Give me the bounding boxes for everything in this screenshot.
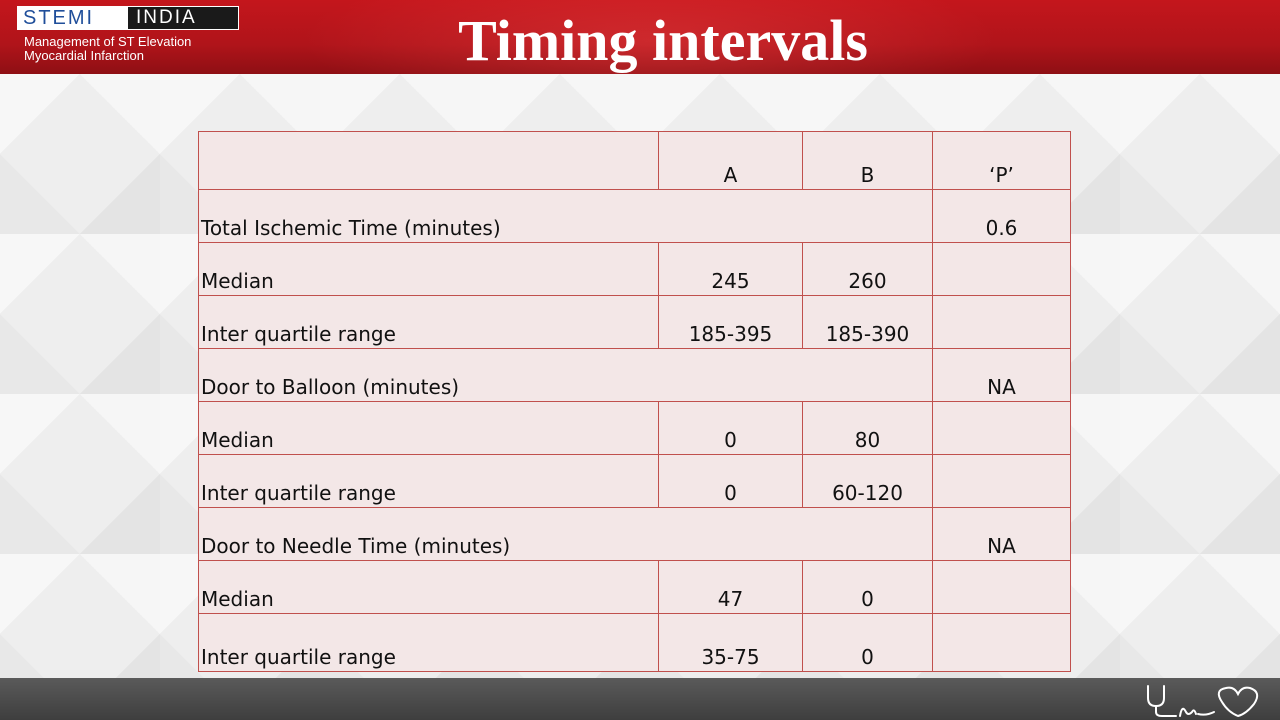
header-cell-b: B bbox=[802, 131, 933, 190]
table-section-row: Door to Balloon (minutes) NA bbox=[198, 348, 1071, 402]
logo-subtitle-line2: Myocardial Infarction bbox=[24, 48, 144, 63]
logo-india-text: INDIA bbox=[127, 6, 239, 30]
section-label-cell: Door to Balloon (minutes) bbox=[198, 348, 933, 402]
header-glow bbox=[300, 0, 1000, 74]
p-value-cell bbox=[932, 401, 1071, 455]
row-label-cell: Median bbox=[198, 560, 659, 614]
table-section-row: Total Ischemic Time (minutes) 0.6 bbox=[198, 189, 1071, 243]
table-row: Inter quartile range 185-395 185-390 bbox=[198, 295, 1071, 349]
logo-stemi-text: STEMI bbox=[17, 6, 127, 30]
header-cell-p: ‘P’ bbox=[932, 131, 1071, 190]
row-label-cell: Inter quartile range bbox=[198, 613, 659, 672]
value-a-cell: 47 bbox=[658, 560, 803, 614]
section-label-cell: Door to Needle Time (minutes) bbox=[198, 507, 933, 561]
row-label-cell: Inter quartile range bbox=[198, 295, 659, 349]
header-cell-label bbox=[198, 131, 659, 190]
p-value-cell bbox=[932, 295, 1071, 349]
p-value-cell: NA bbox=[932, 507, 1071, 561]
header-cell-a: A bbox=[658, 131, 803, 190]
section-label-cell: Total Ischemic Time (minutes) bbox=[198, 189, 933, 243]
stethoscope-heart-icon bbox=[1147, 685, 1259, 718]
row-label-cell: Median bbox=[198, 242, 659, 296]
value-b-cell: 80 bbox=[802, 401, 933, 455]
value-a-cell: 35-75 bbox=[658, 613, 803, 672]
table-header-row: A B ‘P’ bbox=[198, 131, 1071, 190]
p-value-cell bbox=[932, 242, 1071, 296]
p-value-cell: 0.6 bbox=[932, 189, 1071, 243]
value-a-cell: 245 bbox=[658, 242, 803, 296]
table-body: A B ‘P’ Total Ischemic Time (minutes) 0.6… bbox=[198, 131, 1071, 672]
row-label-cell: Median bbox=[198, 401, 659, 455]
logo-subtitle: Management of ST Elevation Myocardial In… bbox=[24, 35, 191, 63]
stemi-india-logo: STEMI INDIA bbox=[17, 6, 239, 30]
value-b-cell: 60-120 bbox=[802, 454, 933, 508]
table-row: Inter quartile range 35-75 0 bbox=[198, 613, 1071, 672]
footer-bar bbox=[0, 678, 1280, 720]
value-b-cell: 0 bbox=[802, 560, 933, 614]
table-row: Median 0 80 bbox=[198, 401, 1071, 455]
p-value-cell bbox=[932, 613, 1071, 672]
p-value-cell: NA bbox=[932, 348, 1071, 402]
value-b-cell: 0 bbox=[802, 613, 933, 672]
value-b-cell: 260 bbox=[802, 242, 933, 296]
value-a-cell: 185-395 bbox=[658, 295, 803, 349]
table-row: Inter quartile range 0 60-120 bbox=[198, 454, 1071, 508]
logo-subtitle-line1: Management of ST Elevation bbox=[24, 34, 192, 49]
p-value-cell bbox=[932, 560, 1071, 614]
header-bar: STEMI INDIA Management of ST Elevation M… bbox=[0, 0, 1280, 74]
row-label-cell: Inter quartile range bbox=[198, 454, 659, 508]
table-row: Median 245 260 bbox=[198, 242, 1071, 296]
table-row: Median 47 0 bbox=[198, 560, 1071, 614]
p-value-cell bbox=[932, 454, 1071, 508]
value-a-cell: 0 bbox=[658, 401, 803, 455]
value-a-cell: 0 bbox=[658, 454, 803, 508]
table-section-row: Door to Needle Time (minutes) NA bbox=[198, 507, 1071, 561]
slide-title: Timing intervals bbox=[458, 8, 868, 73]
value-b-cell: 185-390 bbox=[802, 295, 933, 349]
timing-intervals-table: A B ‘P’ Total Ischemic Time (minutes) 0.6… bbox=[198, 131, 1071, 672]
